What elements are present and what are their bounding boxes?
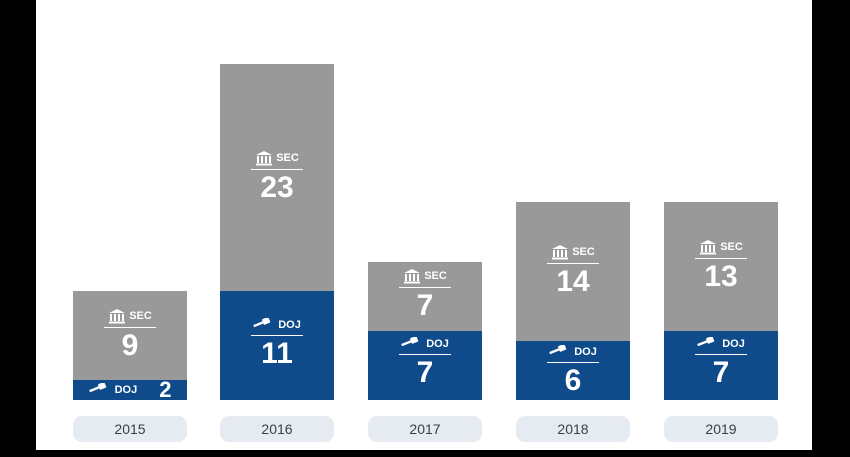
sec-rule [251, 168, 303, 170]
gavel-icon [253, 317, 271, 327]
sec-value: 23 [260, 170, 294, 204]
category-label-2018: 2018 [516, 416, 630, 442]
sec-name: SEC [572, 245, 595, 258]
sec-rule [399, 287, 451, 289]
sec-tag: SEC [108, 308, 152, 324]
sec-tag: SEC [403, 268, 447, 284]
bar-sec-2016: SEC 23 [220, 64, 334, 292]
doj-label: DOJ 7 [664, 337, 778, 389]
sec-name: SEC [129, 309, 152, 322]
doj-label: DOJ 6 [516, 344, 630, 397]
doj-value: 6 [564, 363, 582, 397]
sec-value: 14 [556, 264, 590, 298]
gavel-icon [88, 383, 106, 393]
bank-icon [700, 239, 717, 255]
doj-rule [695, 354, 747, 356]
doj-name: DOJ [722, 338, 745, 351]
bar-doj-2017: DOJ 7 [368, 330, 482, 400]
gavel-icon [697, 337, 715, 347]
sec-label: SEC 7 [368, 268, 482, 322]
doj-tag: DOJ [697, 337, 745, 351]
doj-inline-label: DOJ 2 [73, 377, 187, 403]
sec-name: SEC [424, 270, 447, 283]
doj-value: 7 [416, 356, 434, 390]
bank-icon [552, 244, 569, 260]
bar-doj-2019: DOJ 7 [664, 330, 778, 400]
sec-name: SEC [276, 151, 299, 164]
category-label-2017: 2017 [368, 416, 482, 442]
doj-name: DOJ [574, 345, 597, 358]
category-label-2019: 2019 [664, 416, 778, 442]
gavel-icon [549, 344, 567, 354]
doj-name: DOJ [114, 384, 138, 397]
doj-label: DOJ 7 [368, 337, 482, 389]
sec-value: 7 [416, 289, 434, 323]
sec-tag: SEC [551, 244, 595, 260]
sec-name: SEC [720, 240, 743, 253]
doj-value: 2 [159, 377, 172, 403]
sec-tag: SEC [699, 239, 743, 255]
sec-value: 9 [121, 328, 139, 362]
category-label-2016: 2016 [220, 416, 334, 442]
sec-rule [547, 262, 599, 264]
gavel-icon [401, 337, 419, 347]
sec-label: SEC 14 [516, 244, 630, 298]
sec-rule [104, 326, 156, 328]
doj-name: DOJ [278, 318, 301, 331]
sec-tag: SEC [255, 150, 299, 166]
doj-tag: DOJ [549, 344, 597, 359]
sec-label: SEC 23 [220, 150, 334, 204]
doj-value: 11 [261, 336, 293, 370]
sec-label: SEC 9 [73, 308, 187, 362]
doj-tag: DOJ [401, 337, 449, 351]
bar-sec-2017: SEC 7 [368, 261, 482, 331]
bar-sec-2019: SEC 13 [664, 202, 778, 331]
doj-name: DOJ [426, 338, 449, 351]
bar-doj-2018: DOJ 6 [516, 340, 630, 400]
bank-icon [109, 308, 126, 324]
doj-value: 7 [712, 356, 730, 390]
bar-sec-2018: SEC 14 [516, 202, 630, 341]
doj-rule [399, 354, 451, 356]
sec-label: SEC 13 [664, 239, 778, 293]
doj-label: DOJ 11 [220, 317, 334, 370]
bar-sec-2015: SEC 9 [73, 291, 187, 381]
sec-value: 13 [704, 259, 738, 293]
bank-icon [404, 269, 421, 284]
bar-doj-2015: DOJ 2 [73, 377, 187, 403]
bank-icon [256, 150, 273, 166]
category-label-2015: 2015 [73, 416, 187, 442]
doj-tag: DOJ [253, 317, 301, 332]
sec-rule [695, 257, 747, 259]
doj-rule [547, 361, 599, 363]
bar-doj-2016: DOJ 11 [220, 291, 334, 400]
doj-rule [251, 334, 303, 336]
